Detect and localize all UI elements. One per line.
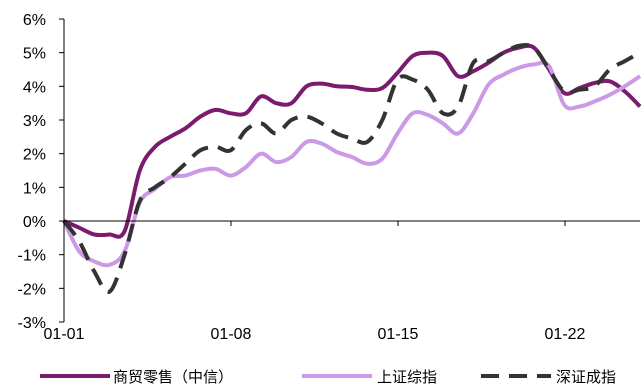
y-tick-label: 5% <box>23 46 46 63</box>
x-tick-label: 01-15 <box>378 326 419 343</box>
y-tick-label: -1% <box>18 248 46 265</box>
axes <box>63 19 640 322</box>
legend-label-0: 商贸零售（中信） <box>113 368 233 386</box>
x-axis-ticks: 01-01 01-08 01-15 01-22 <box>44 221 586 343</box>
x-tick-label: 01-01 <box>44 326 85 343</box>
y-tick-label: -3% <box>18 315 46 332</box>
plot-lines <box>62 42 642 294</box>
y-tick-label: 0% <box>23 214 46 231</box>
series-line-1 <box>62 60 642 268</box>
y-tick-label: 4% <box>23 79 46 96</box>
y-axis-ticks: 6% 5% 4% 3% 2% 1% 0% -1% -2% -3% <box>18 12 64 332</box>
y-tick-label: 2% <box>23 147 46 164</box>
x-tick-label: 01-08 <box>211 326 252 343</box>
x-tick-label: 01-22 <box>545 326 586 343</box>
y-tick-label: 3% <box>23 113 46 130</box>
y-tick-label: 6% <box>23 12 46 29</box>
legend-label-1: 上证综指 <box>377 368 437 386</box>
legend: 商贸零售（中信） 上证综指 深证成指 <box>40 368 616 386</box>
legend-label-2: 深证成指 <box>556 368 616 386</box>
y-tick-label: -2% <box>18 281 46 298</box>
y-tick-label: 1% <box>23 180 46 197</box>
series-line-2 <box>62 42 641 294</box>
